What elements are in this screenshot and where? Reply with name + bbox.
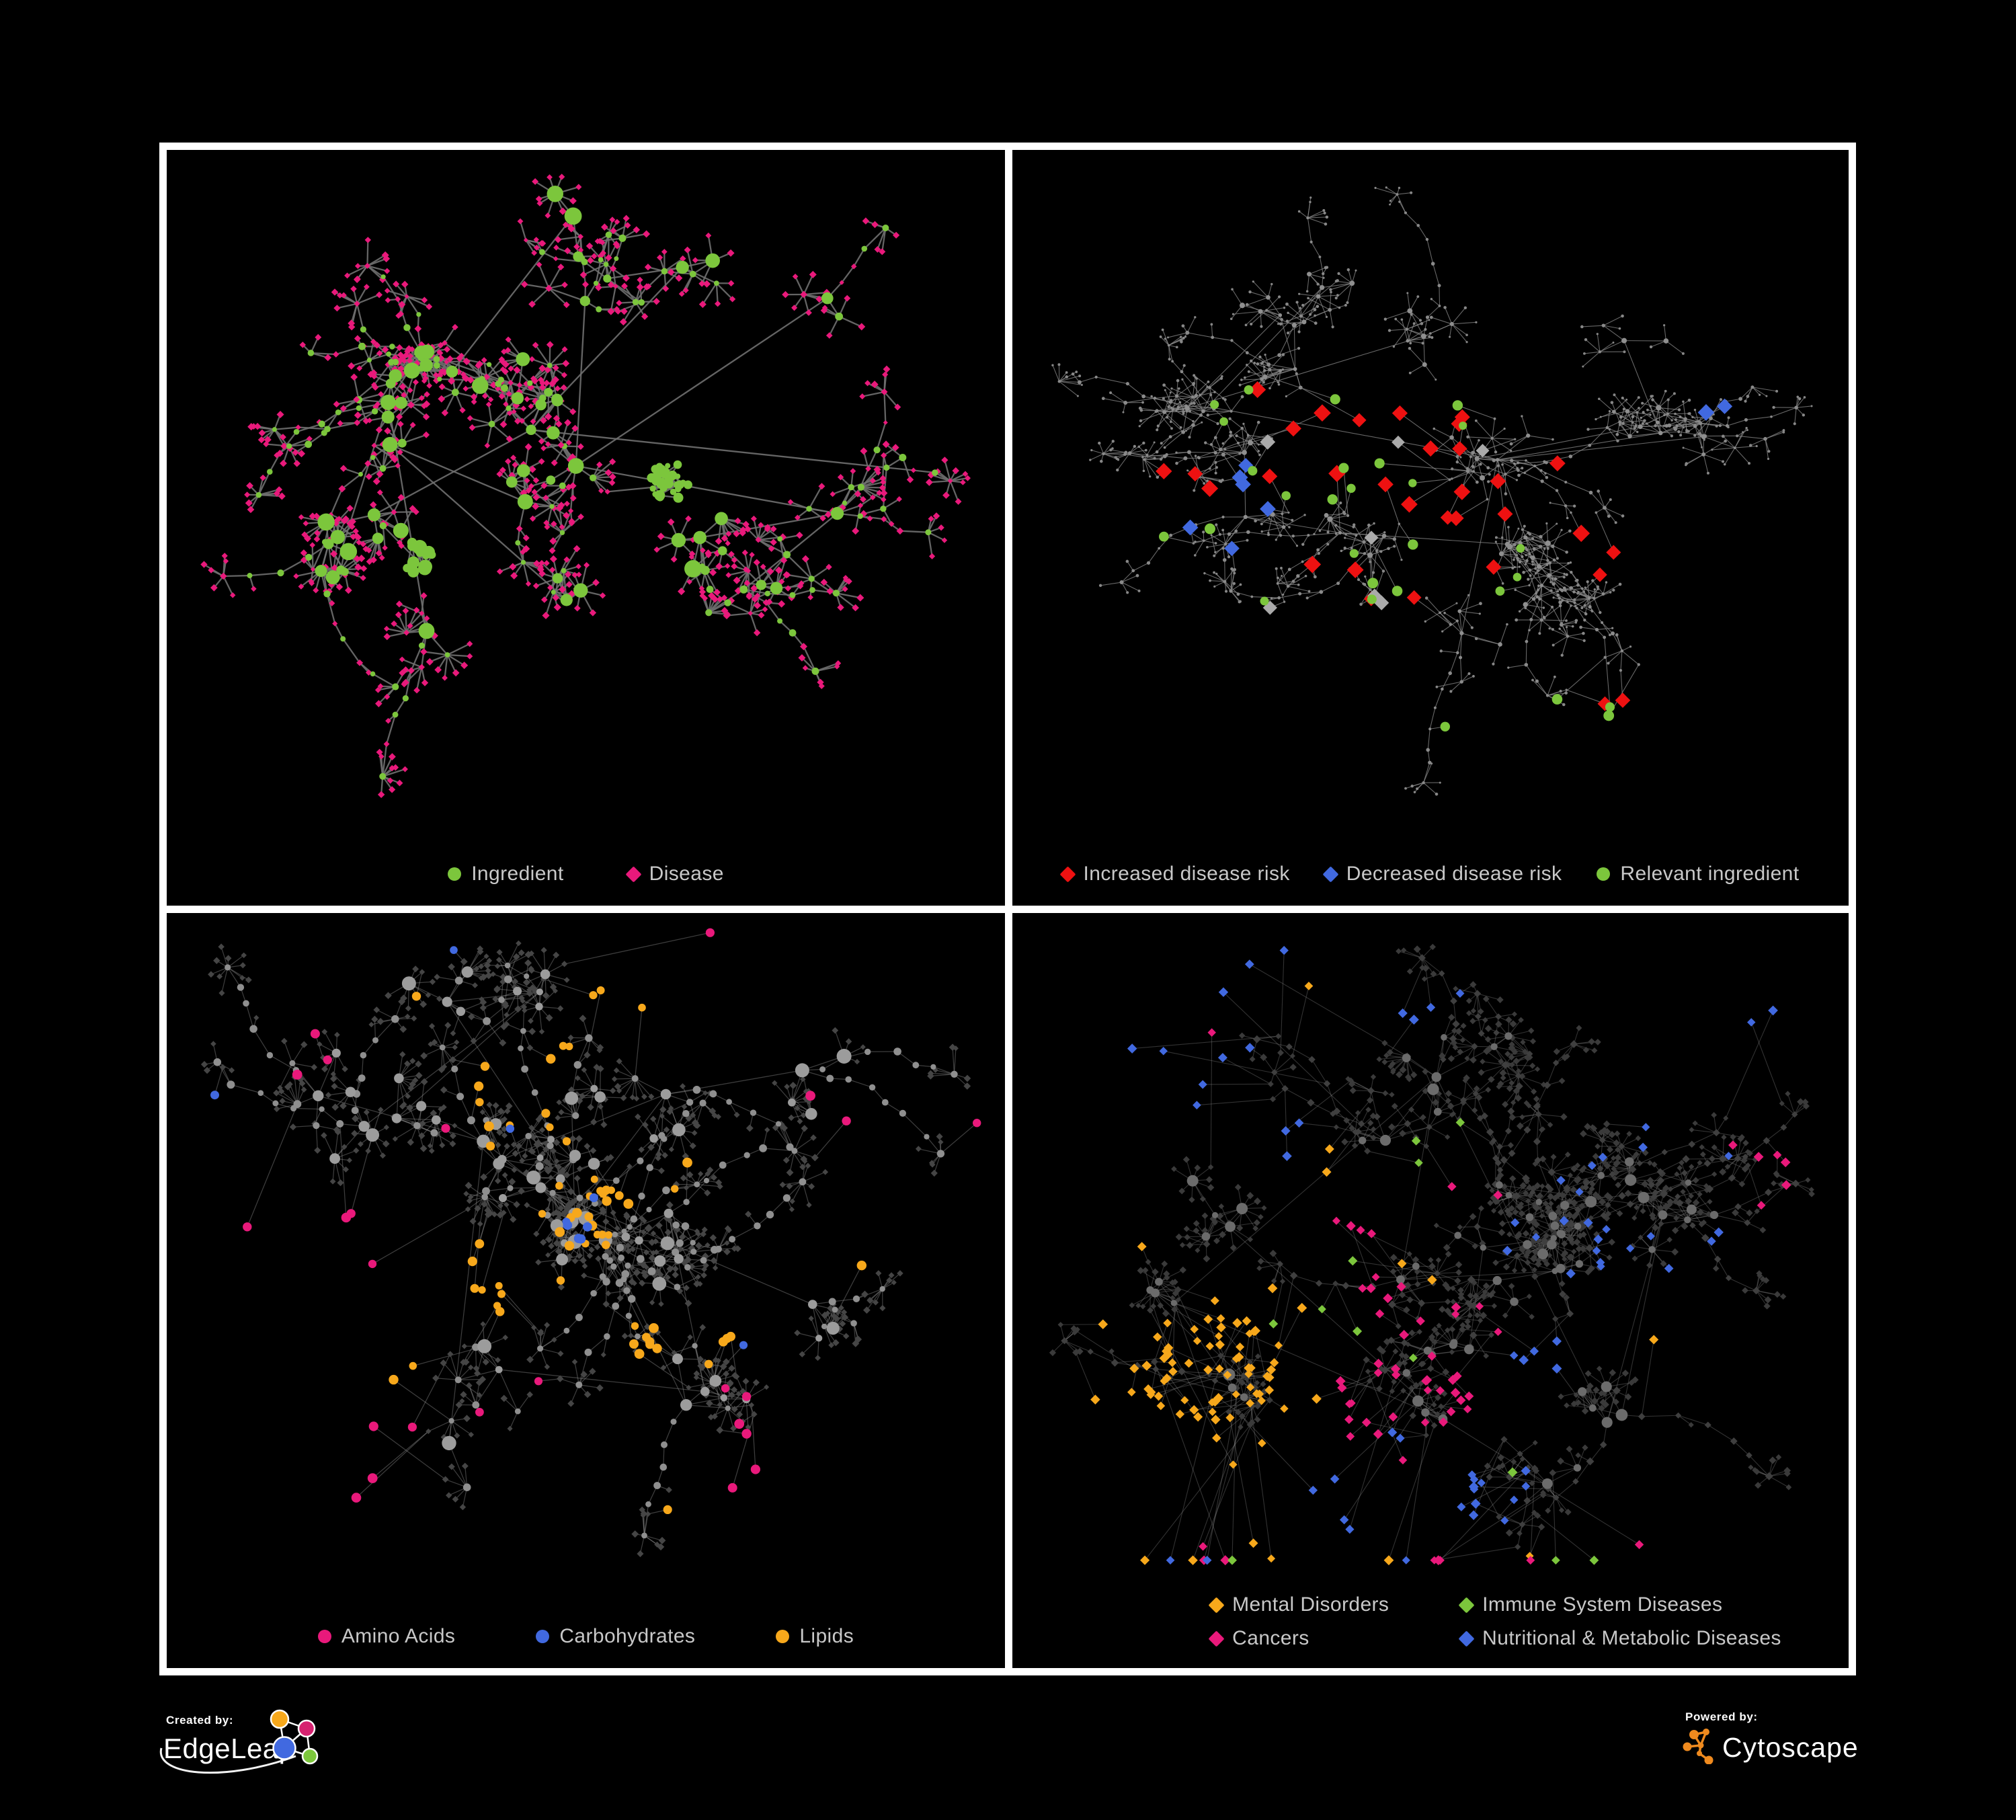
legend-swatch-diamond bbox=[1458, 1596, 1475, 1614]
legend-label: Decreased disease risk bbox=[1346, 863, 1562, 885]
legend-swatch-circle bbox=[1597, 867, 1611, 881]
legend-label: Immune System Diseases bbox=[1482, 1593, 1723, 1616]
legend-label: Ingredient bbox=[471, 863, 564, 885]
legend-label: Disease bbox=[649, 863, 724, 885]
legend-item-decreased-disease-risk: Decreased disease risk bbox=[1322, 863, 1562, 885]
legend-item-amino-acids: Amino Acids bbox=[317, 1625, 456, 1648]
cytoscape-logo-icon bbox=[1683, 1729, 1713, 1764]
frame-divider-horizontal bbox=[159, 906, 1856, 913]
legend-item-lipids: Lipids bbox=[776, 1625, 854, 1648]
legend-macronutrients: Amino Acids Carbohydrates Lipids bbox=[167, 1625, 1005, 1648]
panel-macronutrients: Amino Acids Carbohydrates Lipids bbox=[167, 913, 1005, 1668]
panel-disease-classes: Mental Disorders Immune System Diseases Ca… bbox=[1012, 913, 1849, 1668]
legend-item-relevant-ingredient: Relevant ingredient bbox=[1597, 863, 1799, 885]
legend-item-mental-disorders: Mental Disorders bbox=[1208, 1593, 1461, 1616]
legend-swatch-diamond bbox=[1208, 1630, 1225, 1647]
legend-label: Carbohydrates bbox=[559, 1625, 696, 1647]
panel-ingredient-disease: Ingredient Disease bbox=[167, 150, 1005, 906]
legend-label: Nutritional & Metabolic Diseases bbox=[1482, 1627, 1781, 1649]
legend-item-carbohydrates: Carbohydrates bbox=[536, 1625, 695, 1648]
legend-swatch-diamond bbox=[1458, 1630, 1475, 1647]
edgeleap-node-orange bbox=[270, 1709, 290, 1729]
legend-swatch-diamond bbox=[1322, 865, 1339, 883]
edgeleap-logo-icon bbox=[159, 1709, 319, 1774]
legend-label: Increased disease risk bbox=[1083, 863, 1290, 885]
legend-item-nutritional-metabolic-diseases: Nutritional & Metabolic Diseases bbox=[1458, 1627, 1781, 1650]
legend-label: Amino Acids bbox=[341, 1625, 456, 1647]
legend-item-increased-disease-risk: Increased disease risk bbox=[1059, 863, 1290, 885]
legend-item-immune-system-diseases: Immune System Diseases bbox=[1458, 1593, 1781, 1616]
created-by-label: Created by: bbox=[166, 1714, 234, 1727]
edgeleap-node-blue bbox=[272, 1736, 296, 1760]
legend-item-disease: Disease bbox=[625, 863, 724, 885]
legend-swatch-circle bbox=[317, 1630, 331, 1643]
legend-disease-risk: Increased disease risk Decreased disease … bbox=[1012, 863, 1849, 885]
legend-swatch-diamond bbox=[1208, 1596, 1225, 1614]
legend-label: Cancers bbox=[1232, 1627, 1309, 1649]
legend-label: Relevant ingredient bbox=[1620, 863, 1800, 885]
legend-label: Mental Disorders bbox=[1232, 1593, 1389, 1616]
network-disease-risk bbox=[1051, 186, 1813, 796]
edgeleap-node-green bbox=[301, 1747, 319, 1765]
legend-item-ingredient: Ingredient bbox=[448, 863, 563, 885]
legend-ingredient-disease: Ingredient Disease bbox=[167, 863, 1005, 885]
legend-swatch-diamond bbox=[625, 865, 642, 883]
panel-disease-risk: Increased disease risk Decreased disease … bbox=[1012, 150, 1849, 906]
network-macronutrients bbox=[200, 928, 981, 1558]
network-disease-classes bbox=[1049, 943, 1815, 1566]
legend-swatch-circle bbox=[776, 1630, 790, 1643]
legend-label: Lipids bbox=[799, 1625, 854, 1647]
legend-disease-classes: Mental Disorders Immune System Diseases Ca… bbox=[1143, 1593, 1849, 1650]
powered-by-label: Powered by: bbox=[1685, 1710, 1758, 1723]
edgeleap-node-pink bbox=[297, 1719, 316, 1738]
legend-swatch-circle bbox=[448, 867, 462, 881]
legend-swatch-circle bbox=[536, 1630, 550, 1643]
legend-swatch-diamond bbox=[1059, 865, 1076, 883]
cytoscape-wordmark: Cytoscape bbox=[1722, 1732, 1859, 1763]
legend-item-cancers: Cancers bbox=[1208, 1627, 1461, 1650]
network-ingredient-disease bbox=[200, 173, 971, 799]
